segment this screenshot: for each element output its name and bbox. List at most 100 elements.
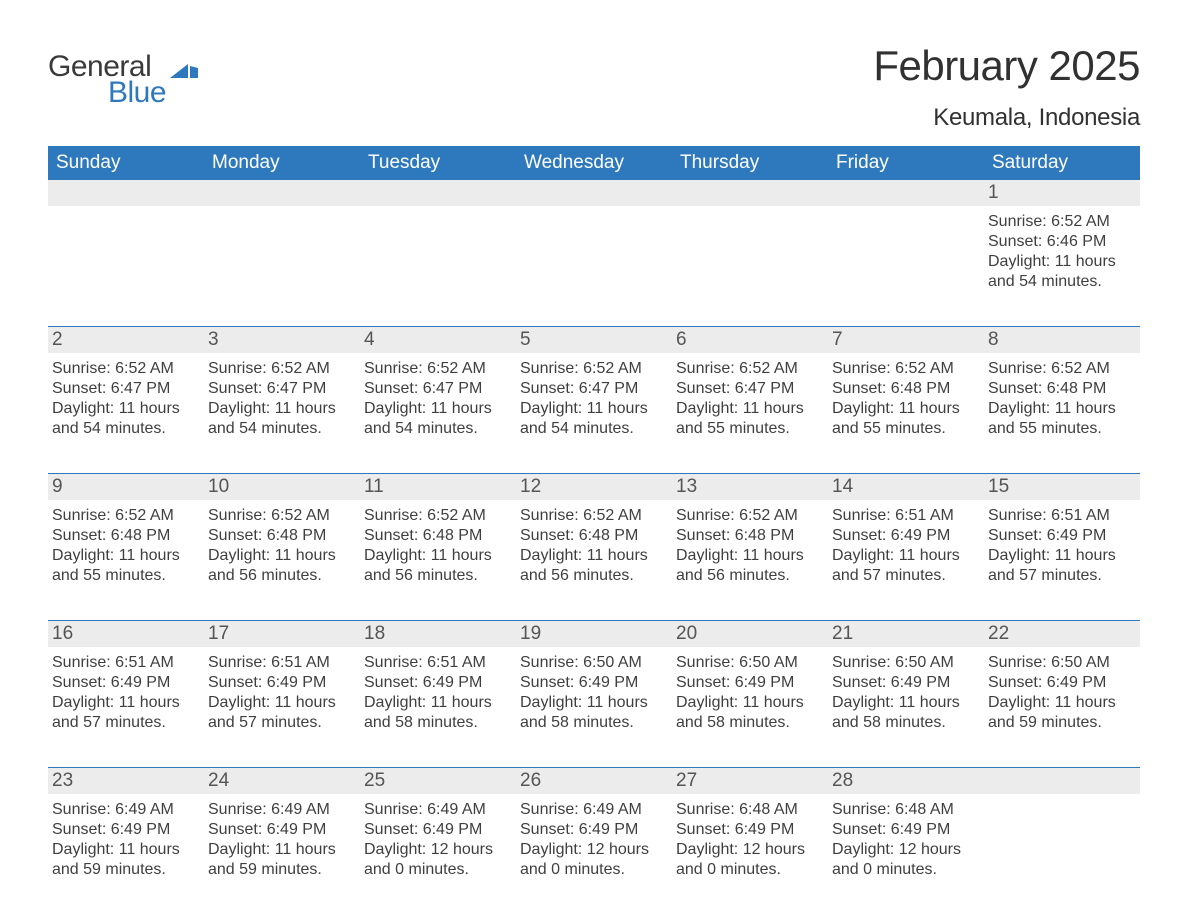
dow-cell: Monday bbox=[204, 146, 360, 180]
sunset-line: Sunset: 6:48 PM bbox=[520, 526, 666, 546]
sunrise-line: Sunrise: 6:52 AM bbox=[988, 212, 1134, 232]
sunrise-line: Sunrise: 6:52 AM bbox=[208, 359, 354, 379]
sunset-line: Sunset: 6:49 PM bbox=[520, 673, 666, 693]
sunset-line: Sunset: 6:49 PM bbox=[676, 673, 822, 693]
sunrise-line: Sunrise: 6:52 AM bbox=[208, 506, 354, 526]
day-number: 26 bbox=[516, 768, 672, 794]
dow-cell: Sunday bbox=[48, 146, 204, 180]
sunset-line: Sunset: 6:49 PM bbox=[364, 673, 510, 693]
sunset-line: Sunset: 6:49 PM bbox=[832, 820, 978, 840]
sunrise-line: Sunrise: 6:52 AM bbox=[364, 359, 510, 379]
day-cell bbox=[828, 206, 984, 302]
day-number: 27 bbox=[672, 768, 828, 794]
sunset-line: Sunset: 6:49 PM bbox=[208, 673, 354, 693]
sunset-line: Sunset: 6:47 PM bbox=[676, 379, 822, 399]
sunset-line: Sunset: 6:49 PM bbox=[52, 820, 198, 840]
day-cell: Sunrise: 6:50 AMSunset: 6:49 PMDaylight:… bbox=[516, 647, 672, 743]
sunset-line: Sunset: 6:49 PM bbox=[832, 526, 978, 546]
sunset-line: Sunset: 6:49 PM bbox=[988, 673, 1134, 693]
sunrise-line: Sunrise: 6:49 AM bbox=[364, 800, 510, 820]
daynum-band: 2345678 bbox=[48, 327, 1140, 353]
daylight-line: Daylight: 11 hours and 54 minutes. bbox=[208, 399, 354, 439]
sunset-line: Sunset: 6:48 PM bbox=[364, 526, 510, 546]
sunset-line: Sunset: 6:49 PM bbox=[364, 820, 510, 840]
location-label: Keumala, Indonesia bbox=[873, 104, 1140, 132]
sunrise-line: Sunrise: 6:52 AM bbox=[52, 359, 198, 379]
sunset-line: Sunset: 6:47 PM bbox=[52, 379, 198, 399]
sunrise-line: Sunrise: 6:51 AM bbox=[52, 653, 198, 673]
daynum-band: 232425262728 bbox=[48, 768, 1140, 794]
dow-cell: Thursday bbox=[672, 146, 828, 180]
day-number: 24 bbox=[204, 768, 360, 794]
sunrise-line: Sunrise: 6:51 AM bbox=[208, 653, 354, 673]
weeks-container: 1Sunrise: 6:52 AMSunset: 6:46 PMDaylight… bbox=[48, 180, 1140, 890]
week-row: 2345678Sunrise: 6:52 AMSunset: 6:47 PMDa… bbox=[48, 326, 1140, 449]
day-cell bbox=[984, 794, 1140, 890]
day-number: 9 bbox=[48, 474, 204, 500]
daylight-line: Daylight: 11 hours and 56 minutes. bbox=[208, 546, 354, 586]
day-number bbox=[516, 180, 672, 206]
dow-cell: Friday bbox=[828, 146, 984, 180]
daylight-line: Daylight: 11 hours and 58 minutes. bbox=[364, 693, 510, 733]
day-cell: Sunrise: 6:52 AMSunset: 6:48 PMDaylight:… bbox=[204, 500, 360, 596]
sunrise-line: Sunrise: 6:48 AM bbox=[832, 800, 978, 820]
daynum-band: 9101112131415 bbox=[48, 474, 1140, 500]
day-number: 20 bbox=[672, 621, 828, 647]
day-number bbox=[984, 768, 1140, 794]
daylight-line: Daylight: 11 hours and 55 minutes. bbox=[52, 546, 198, 586]
sunrise-line: Sunrise: 6:50 AM bbox=[988, 653, 1134, 673]
daylight-line: Daylight: 11 hours and 54 minutes. bbox=[364, 399, 510, 439]
day-cell bbox=[360, 206, 516, 302]
day-cell: Sunrise: 6:48 AMSunset: 6:49 PMDaylight:… bbox=[672, 794, 828, 890]
day-cell: Sunrise: 6:52 AMSunset: 6:48 PMDaylight:… bbox=[984, 353, 1140, 449]
day-number: 16 bbox=[48, 621, 204, 647]
sunrise-line: Sunrise: 6:52 AM bbox=[364, 506, 510, 526]
day-number: 6 bbox=[672, 327, 828, 353]
sunrise-line: Sunrise: 6:50 AM bbox=[832, 653, 978, 673]
sunrise-line: Sunrise: 6:50 AM bbox=[520, 653, 666, 673]
sunset-line: Sunset: 6:48 PM bbox=[208, 526, 354, 546]
day-cell: Sunrise: 6:51 AMSunset: 6:49 PMDaylight:… bbox=[828, 500, 984, 596]
day-cell: Sunrise: 6:52 AMSunset: 6:48 PMDaylight:… bbox=[516, 500, 672, 596]
sunset-line: Sunset: 6:46 PM bbox=[988, 232, 1134, 252]
day-number: 23 bbox=[48, 768, 204, 794]
day-cell: Sunrise: 6:52 AMSunset: 6:47 PMDaylight:… bbox=[204, 353, 360, 449]
day-number: 18 bbox=[360, 621, 516, 647]
sunset-line: Sunset: 6:47 PM bbox=[520, 379, 666, 399]
daynum-band: 16171819202122 bbox=[48, 621, 1140, 647]
calendar-page: General Blue February 2025 Keumala, Indo… bbox=[0, 0, 1188, 920]
day-cell bbox=[48, 206, 204, 302]
sunrise-line: Sunrise: 6:49 AM bbox=[52, 800, 198, 820]
daylight-line: Daylight: 11 hours and 59 minutes. bbox=[52, 840, 198, 880]
daylight-line: Daylight: 12 hours and 0 minutes. bbox=[364, 840, 510, 880]
brand-logo: General Blue bbox=[48, 42, 198, 108]
day-cell: Sunrise: 6:49 AMSunset: 6:49 PMDaylight:… bbox=[48, 794, 204, 890]
day-number: 25 bbox=[360, 768, 516, 794]
day-number bbox=[48, 180, 204, 206]
sunset-line: Sunset: 6:49 PM bbox=[52, 673, 198, 693]
daylight-line: Daylight: 11 hours and 55 minutes. bbox=[832, 399, 978, 439]
day-number: 15 bbox=[984, 474, 1140, 500]
daylight-line: Daylight: 11 hours and 57 minutes. bbox=[988, 546, 1134, 586]
month-title: February 2025 bbox=[873, 42, 1140, 90]
day-cell: Sunrise: 6:50 AMSunset: 6:49 PMDaylight:… bbox=[672, 647, 828, 743]
daylight-line: Daylight: 11 hours and 55 minutes. bbox=[988, 399, 1134, 439]
daylight-line: Daylight: 11 hours and 54 minutes. bbox=[52, 399, 198, 439]
day-number: 21 bbox=[828, 621, 984, 647]
sunrise-line: Sunrise: 6:52 AM bbox=[520, 359, 666, 379]
day-cell: Sunrise: 6:52 AMSunset: 6:47 PMDaylight:… bbox=[516, 353, 672, 449]
brand-flag-icon bbox=[170, 58, 198, 82]
daylight-line: Daylight: 12 hours and 0 minutes. bbox=[520, 840, 666, 880]
day-cell: Sunrise: 6:52 AMSunset: 6:47 PMDaylight:… bbox=[48, 353, 204, 449]
day-number: 3 bbox=[204, 327, 360, 353]
daylight-line: Daylight: 11 hours and 56 minutes. bbox=[520, 546, 666, 586]
sunrise-line: Sunrise: 6:48 AM bbox=[676, 800, 822, 820]
daylight-line: Daylight: 11 hours and 54 minutes. bbox=[520, 399, 666, 439]
brand-text: General Blue bbox=[48, 52, 166, 108]
day-cell: Sunrise: 6:51 AMSunset: 6:49 PMDaylight:… bbox=[360, 647, 516, 743]
sunrise-line: Sunrise: 6:50 AM bbox=[676, 653, 822, 673]
title-block: February 2025 Keumala, Indonesia bbox=[873, 42, 1140, 132]
dow-cell: Wednesday bbox=[516, 146, 672, 180]
header: General Blue February 2025 Keumala, Indo… bbox=[48, 42, 1140, 132]
day-cell: Sunrise: 6:51 AMSunset: 6:49 PMDaylight:… bbox=[984, 500, 1140, 596]
